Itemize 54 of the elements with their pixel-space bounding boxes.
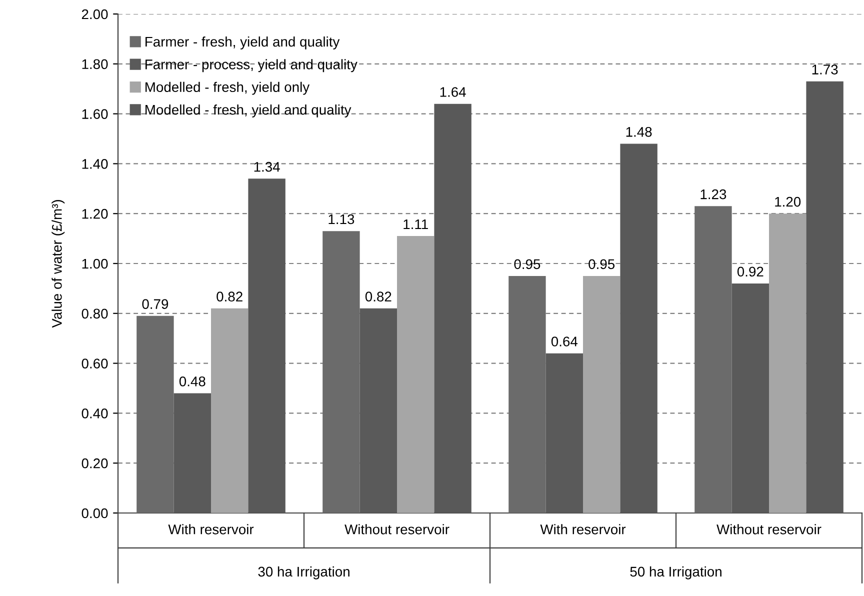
text: 30 ha Irrigation — [258, 566, 350, 580]
data-label: 1.34 — [254, 162, 280, 172]
data-label: 1.64 — [440, 87, 466, 97]
x-tick-label: Without reservoir — [716, 524, 822, 534]
x-tick-label: Without reservoir — [344, 524, 450, 534]
bar — [732, 283, 769, 513]
data-label: 1.13 — [328, 214, 354, 224]
bar — [397, 236, 434, 513]
y-tick-label: 2.00 — [82, 9, 108, 20]
bar — [583, 276, 620, 513]
text: 50 ha Irrigation — [630, 566, 722, 580]
data-label: 0.82 — [365, 292, 392, 302]
y-tick-label: 1.20 — [82, 208, 108, 219]
data-label: 0.95 — [588, 259, 615, 270]
bar — [360, 308, 397, 513]
y-tick-label: 0.40 — [82, 408, 108, 418]
y-tick-label: 1.00 — [82, 258, 108, 269]
legend-label: Farmer - fresh, yield and quality — [146, 36, 340, 50]
bar — [694, 206, 732, 513]
bar — [769, 214, 806, 513]
data-label: 1.20 — [775, 196, 801, 207]
bar — [248, 178, 286, 513]
data-label: 0.64 — [551, 336, 578, 346]
y-tick-label: 0.00 — [82, 508, 108, 518]
data-label: 0.82 — [216, 292, 242, 302]
bar — [806, 81, 844, 513]
y-tick-label: 0.80 — [82, 308, 108, 319]
bar — [508, 276, 546, 513]
data-label: 1.73 — [812, 64, 838, 74]
data-label: 1.11 — [404, 219, 428, 230]
bar — [322, 231, 360, 513]
legend-label: Farmer - process, yield and quality — [146, 59, 358, 72]
bar — [546, 353, 583, 513]
data-label: 1.48 — [626, 126, 652, 137]
data-label: 0.92 — [737, 266, 764, 277]
y-tick-label: 1.60 — [82, 109, 108, 119]
x-tick-label: With reservoir — [540, 524, 626, 534]
x-tick-label: With reservoir — [168, 524, 254, 534]
bar — [136, 316, 174, 513]
bar — [620, 144, 658, 513]
bar — [211, 308, 248, 513]
bar — [174, 393, 211, 513]
y-tick-label: 1.40 — [82, 159, 108, 169]
data-label: 0.95 — [514, 259, 540, 270]
bar — [434, 104, 472, 513]
data-label: 0.79 — [142, 299, 168, 309]
data-label: 0.48 — [179, 376, 206, 386]
legend-label: Modelled - fresh, yield and quality — [146, 104, 352, 118]
y-tick-label: 1.80 — [82, 59, 108, 70]
y-axis-title: Value of water (£/m³) — [52, 200, 65, 328]
data-label: 1.23 — [700, 189, 726, 200]
y-tick-label: 0.60 — [82, 358, 108, 368]
legend-label: Modelled - fresh, yield only — [146, 82, 310, 95]
y-tick-label: 0.20 — [82, 458, 108, 468]
